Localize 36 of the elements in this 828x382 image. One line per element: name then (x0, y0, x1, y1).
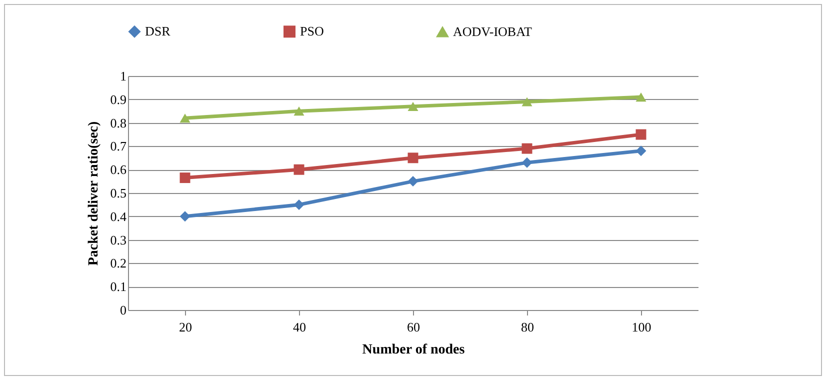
point (636, 129, 646, 140)
y-tick-label: 0.4 (110, 208, 127, 224)
point (522, 157, 532, 168)
y-tick-label: 0.2 (110, 256, 126, 271)
x-tick-label: 80 (521, 320, 534, 334)
point (180, 114, 190, 123)
y-tick-label: 0.1 (110, 279, 126, 294)
x-tick-label: 20 (179, 320, 192, 334)
point (522, 143, 532, 154)
y-tick-label: 0.6 (110, 162, 127, 178)
point (294, 106, 304, 116)
point (408, 102, 418, 111)
x-axis-title: Number of nodes (362, 342, 466, 358)
point (522, 97, 532, 106)
x-tick-label: 100 (632, 320, 652, 334)
point (180, 211, 190, 222)
x-tick-label: 40 (293, 320, 306, 334)
y-tick-label: 0.3 (110, 232, 126, 248)
y-tick-label: 0.7 (110, 138, 127, 154)
point (636, 146, 646, 156)
legend-label: PSO (300, 24, 324, 39)
point (294, 164, 304, 175)
point (180, 172, 190, 184)
x-tick-label: 60 (407, 320, 420, 334)
y-tick-label: 1 (120, 68, 126, 84)
y-axis-title: Packet deliver ratio(sec) (86, 120, 102, 266)
point (294, 199, 304, 210)
y-tick-label: 0 (120, 302, 126, 318)
legend-label: DSR (145, 24, 171, 39)
y-tick-label: 0.5 (110, 186, 126, 200)
legend-label: AODV-IOBAT (453, 24, 532, 39)
point (636, 92, 646, 102)
y-tick-label: 0.9 (110, 92, 126, 107)
y-tick-label: 0.8 (110, 115, 126, 130)
point (408, 152, 418, 164)
point (408, 176, 418, 187)
